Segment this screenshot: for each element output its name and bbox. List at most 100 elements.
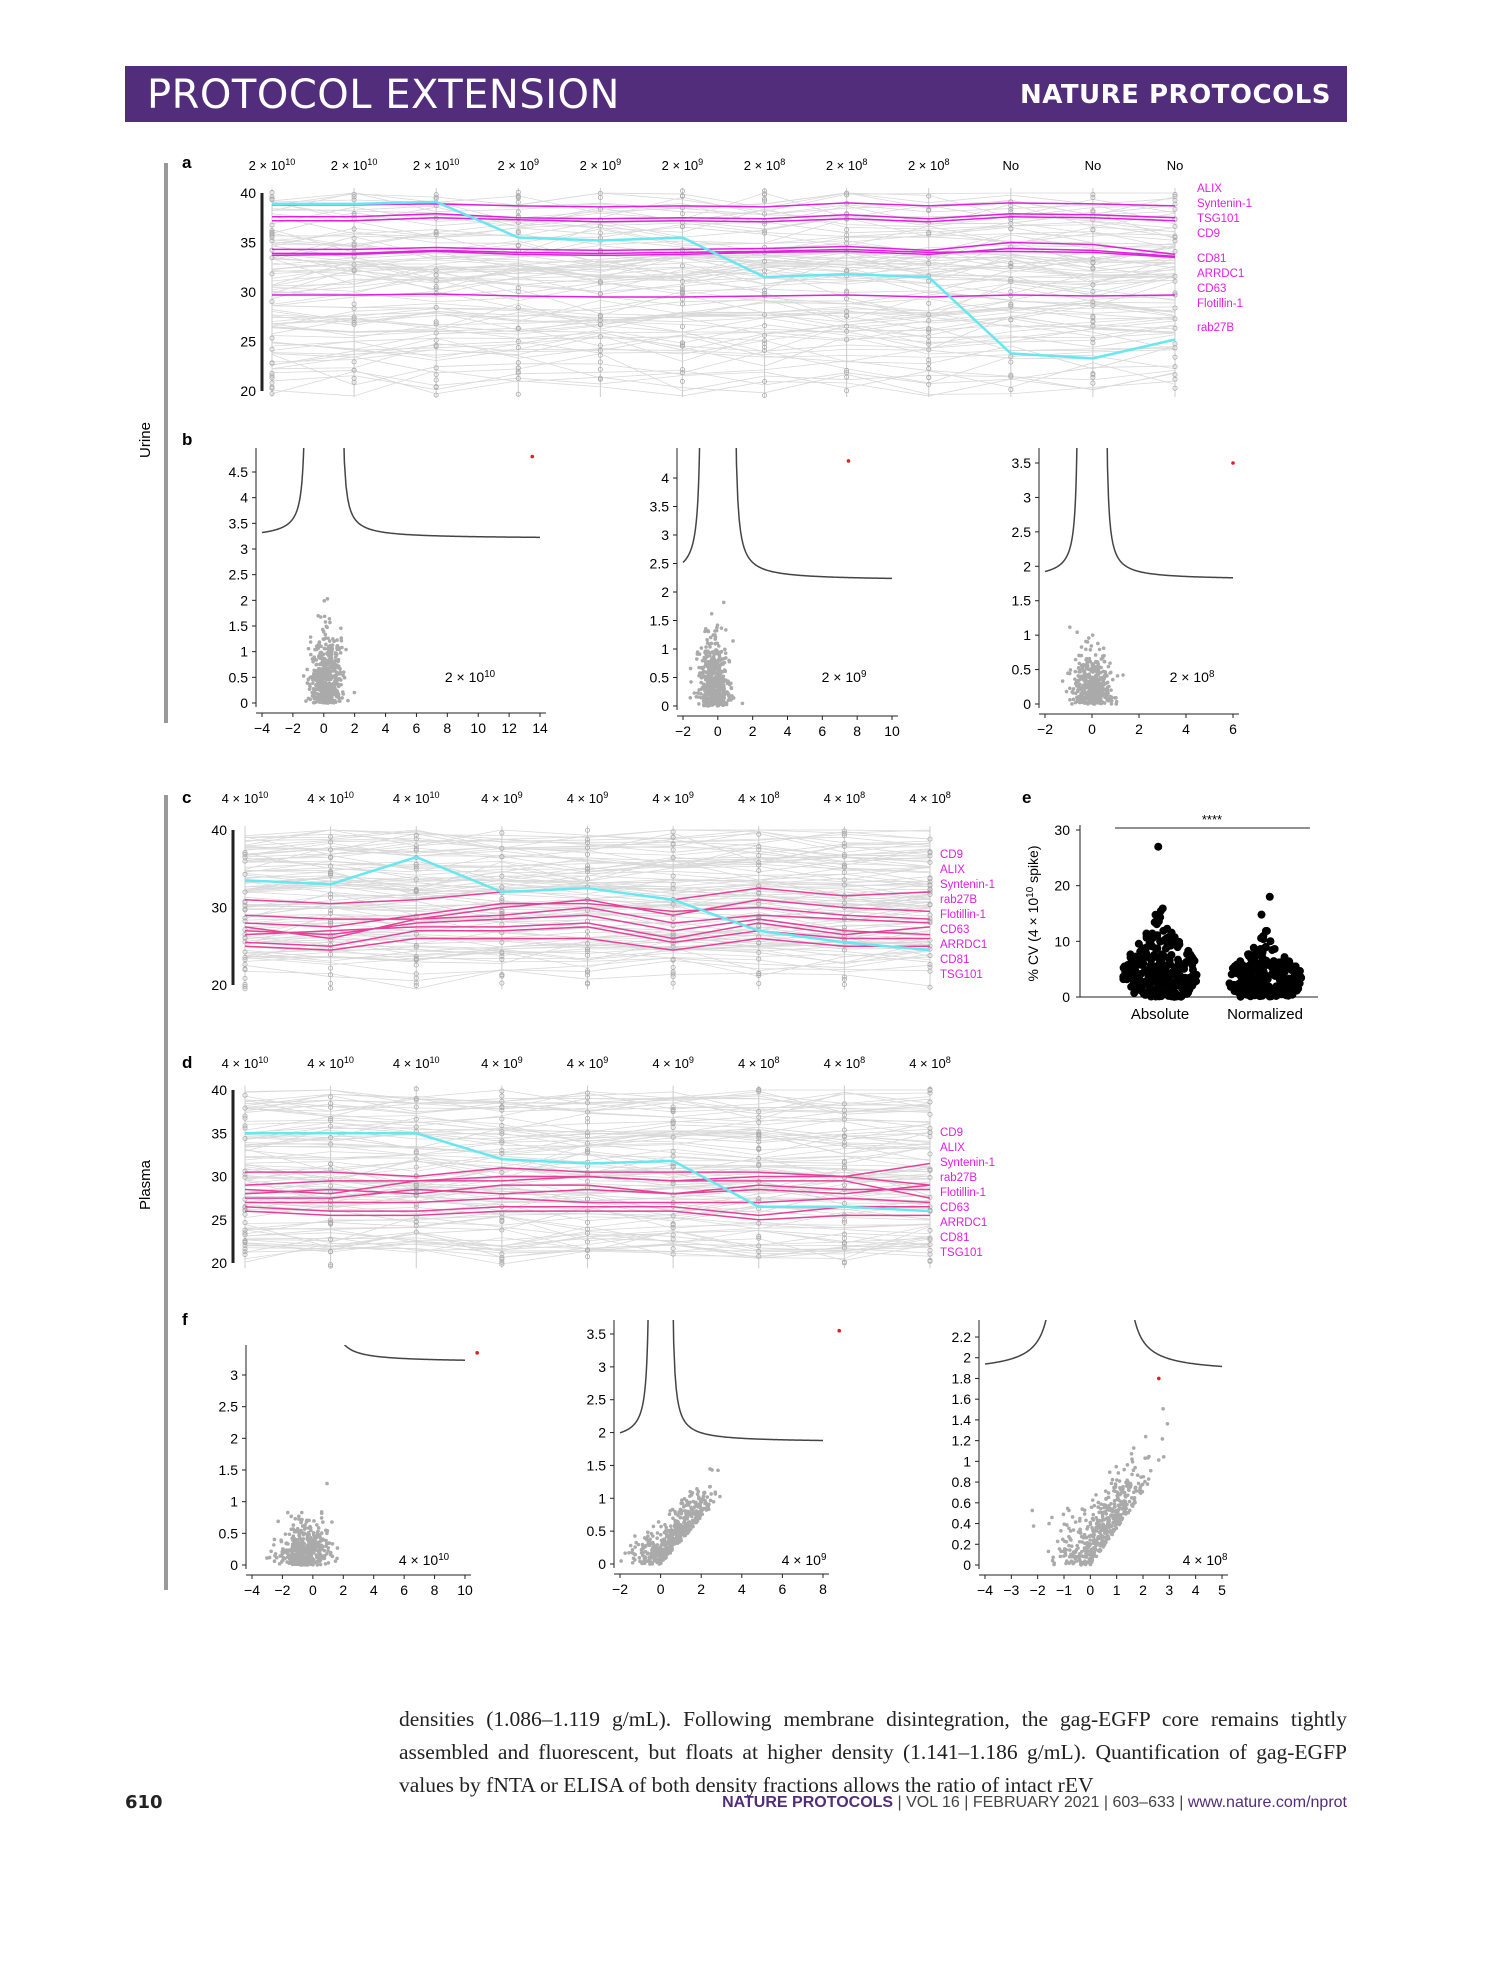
protein-point (703, 1498, 707, 1503)
cv-dot (1127, 962, 1136, 971)
marker-protein-line (272, 216, 1176, 223)
protein-point (1108, 696, 1112, 700)
protein-point (306, 696, 311, 701)
column-point (679, 370, 685, 376)
protein-point (724, 628, 728, 632)
cv-dot (1280, 968, 1289, 977)
protein-point (1106, 664, 1111, 669)
column-point (242, 1092, 248, 1098)
legend-label: ARRDC1 (1197, 268, 1244, 280)
protein-point (303, 1526, 308, 1530)
protein-point (1135, 1473, 1140, 1478)
column-point (328, 1101, 334, 1107)
column-point (499, 854, 505, 860)
protein-point (318, 681, 323, 686)
column-point (328, 1118, 334, 1124)
y-tick-label: 2 (963, 1350, 971, 1366)
protein-point (311, 1542, 316, 1547)
column-point (328, 1177, 334, 1183)
protein-point (1081, 1536, 1086, 1540)
column-point (433, 319, 439, 325)
protein-point (1146, 1477, 1151, 1481)
protein-point (1101, 646, 1106, 651)
column-point (679, 301, 685, 307)
x-tick-label: −4 (244, 1582, 260, 1598)
protein-point (697, 673, 701, 678)
column-point (242, 1230, 248, 1236)
column-point (515, 220, 521, 226)
protein-point (649, 1552, 653, 1557)
column-point (499, 1214, 505, 1220)
cv-dot (1172, 937, 1181, 946)
protein-point (655, 1536, 659, 1540)
column-point (242, 1136, 248, 1142)
protein-point (1138, 1484, 1143, 1488)
column-point (1008, 206, 1014, 212)
protein-point (1085, 1544, 1090, 1549)
column-label-base: 4 × 10 (567, 1056, 604, 1071)
column-point (927, 859, 933, 865)
cv-dot (1246, 979, 1255, 988)
column-label: 4 × 1010 (393, 1055, 440, 1071)
protein-point (1082, 1546, 1087, 1550)
protein-point (627, 1550, 631, 1555)
protein-point (297, 1514, 301, 1519)
column-point (515, 243, 521, 249)
protein-point (310, 1548, 314, 1553)
protein-point (723, 647, 727, 652)
legend-label: TSG101 (940, 969, 983, 981)
column-point (585, 1119, 591, 1125)
column-point (762, 244, 768, 250)
column-point (756, 890, 762, 896)
protein-point (695, 1492, 700, 1496)
background-line (271, 277, 1176, 301)
y-tick-label: 25 (211, 1212, 227, 1228)
protein-point (1068, 698, 1072, 702)
footer-url[interactable]: www.nature.com/nprot (1187, 1794, 1347, 1811)
protein-point (320, 688, 324, 692)
column-label-exp: 8 (946, 790, 951, 800)
plasma-label: Plasma (137, 1159, 154, 1210)
column-point (351, 242, 357, 248)
y-tick-label: 2.5 (1012, 524, 1032, 540)
column-point (499, 1107, 505, 1113)
protein-point (701, 673, 706, 678)
cv-dot (1247, 987, 1256, 996)
protein-point (1064, 1547, 1069, 1552)
protein-point (322, 696, 327, 701)
column-point (328, 1123, 334, 1129)
protein-point (709, 701, 713, 705)
column-point (499, 1251, 505, 1257)
protein-point (324, 682, 329, 687)
protein-point (705, 637, 709, 642)
column-point (242, 1211, 248, 1217)
column-point (413, 843, 419, 849)
protein-point (696, 1495, 701, 1499)
cv-dot (1137, 954, 1146, 963)
protein-point (308, 1524, 312, 1529)
protein-point (339, 626, 343, 631)
column-point (413, 1086, 419, 1092)
dose-tag: 2 × 108 (1170, 669, 1215, 686)
column-point (242, 1125, 248, 1131)
protein-point (702, 658, 707, 663)
column-point (670, 971, 676, 977)
column-point (926, 312, 932, 318)
column-point (585, 865, 591, 871)
background-line (271, 305, 1176, 333)
protein-point (1075, 696, 1080, 701)
protein-point (1031, 1524, 1036, 1528)
column-point (756, 1114, 762, 1120)
column-point (1090, 192, 1096, 198)
y-tick-label: 2.5 (219, 1399, 239, 1415)
protein-point (1105, 692, 1110, 697)
protein-point (661, 1553, 666, 1558)
protein-point (1061, 1512, 1066, 1517)
protein-point (1110, 1477, 1115, 1482)
column-point (242, 954, 248, 960)
y-tick-label: 3.5 (650, 499, 670, 515)
protein-point (704, 688, 708, 692)
protein-point (1069, 1544, 1074, 1548)
column-point (328, 981, 334, 987)
footer-citation: NATURE PROTOCOLS | VOL 16 | FEBRUARY 202… (722, 1794, 1347, 1812)
